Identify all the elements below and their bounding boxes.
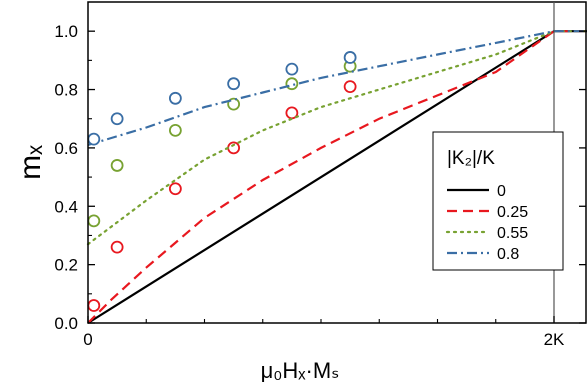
series-2-marker-0	[87, 214, 101, 228]
y-tick-label-1: 0.2	[54, 256, 78, 275]
series-1-marker-1	[110, 240, 124, 254]
plot-frame	[87, 1, 587, 324]
series-2-marker-1	[110, 159, 124, 172]
legend-label-3: 0.8	[497, 246, 519, 263]
x-tick-label-1: 2K	[544, 330, 565, 349]
legend-items: 0 0.25 0.55 0.8	[445, 183, 528, 263]
series-line-1	[87, 30, 587, 324]
x-axis-label: μ₀Hₓ·Mₛ	[261, 358, 340, 383]
y-tick-label-2: 0.4	[54, 197, 78, 216]
series-2-marker-4	[285, 77, 299, 91]
series-line-2	[86, 30, 587, 246]
series-1-marker-0	[87, 299, 101, 312]
series-1-marker-5	[343, 80, 357, 94]
legend: |K₂|/K 0 0.25 0.55 0.8	[432, 131, 564, 271]
legend-label-2: 0.55	[497, 225, 528, 242]
series-3-marker-2	[168, 91, 182, 105]
y-axis-label: mₓ	[14, 145, 47, 180]
axis-ticks: 0.0 0.2 0.4 0.6 0.8 1.0 0 2K	[54, 22, 586, 349]
series-1-marker-2	[168, 182, 182, 196]
y-tick-label-4: 0.8	[54, 81, 78, 100]
y-tick-label-5: 1.0	[54, 22, 78, 41]
series-3-marker-5	[343, 51, 357, 64]
legend-label-0: 0	[497, 183, 506, 200]
series-3-marker-3	[227, 77, 241, 91]
series-3-marker-1	[110, 112, 124, 126]
series-3-marker-4	[285, 62, 299, 76]
legend-box	[432, 131, 564, 271]
y-tick-label-0: 0.0	[54, 314, 78, 333]
x-tick-label-0: 0	[83, 330, 92, 349]
legend-label-1: 0.25	[497, 204, 528, 221]
legend-title: |K₂|/K	[447, 148, 495, 169]
series-2-marker-2	[168, 123, 182, 137]
y-tick-label-3: 0.6	[54, 139, 78, 158]
series-3-marker-0	[87, 132, 101, 146]
